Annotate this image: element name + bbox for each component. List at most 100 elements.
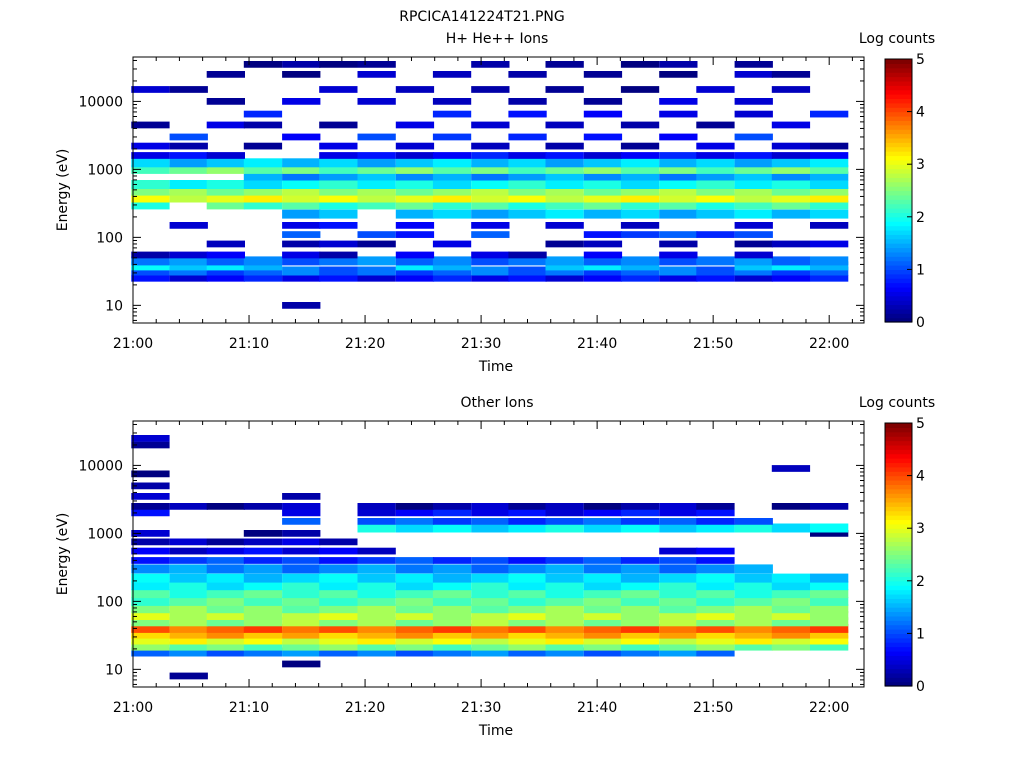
heatmap-cell	[810, 635, 849, 645]
heatmap-cell	[169, 180, 208, 189]
heatmap-cell	[131, 152, 170, 159]
heatmap-cell	[545, 171, 584, 181]
colorbar-segment	[885, 576, 912, 582]
colorbar-tick-label: 4	[916, 469, 925, 485]
heatmap-cell	[659, 617, 698, 627]
heatmap-cell	[545, 256, 584, 266]
heatmap-cell	[508, 158, 547, 168]
heatmap-cell	[243, 623, 283, 633]
x-tick-label: 22:00	[809, 336, 849, 352]
heatmap-cell	[734, 256, 773, 266]
heatmap-cell	[508, 617, 547, 627]
heatmap-cell	[471, 617, 510, 627]
heatmap-cell	[620, 256, 660, 266]
heatmap-cell	[659, 164, 698, 174]
colorbar-segment	[885, 308, 912, 314]
heatmap-cell	[659, 573, 698, 583]
heatmap-cell	[810, 611, 849, 620]
heatmap-cell	[206, 121, 245, 129]
heatmap-cell	[771, 465, 811, 472]
heatmap-cell	[131, 564, 170, 574]
heatmap-cell	[243, 635, 283, 645]
colorbar-segment	[885, 677, 912, 683]
heatmap-cell	[432, 611, 472, 620]
heatmap-cell	[508, 509, 547, 517]
heatmap-cell	[659, 589, 698, 599]
heatmap-cell	[206, 604, 245, 614]
heatmap-cell	[620, 222, 660, 229]
heatmap-cell	[319, 142, 358, 150]
heatmap-cell	[583, 152, 623, 159]
heatmap-cell	[395, 523, 435, 533]
heatmap-cell	[395, 200, 435, 210]
y-tick-label: 10	[105, 662, 123, 678]
heatmap-cell	[545, 623, 584, 633]
heatmap-cell	[771, 641, 811, 651]
heatmap-cell	[319, 209, 358, 219]
heatmap-cell	[545, 629, 584, 639]
heatmap-cell	[696, 209, 735, 219]
heatmap-cell	[508, 171, 547, 181]
x-tick-label: 21:40	[577, 700, 617, 716]
heatmap-cell	[734, 589, 773, 599]
heatmap-cell	[659, 61, 698, 68]
colorbar-segment	[885, 510, 912, 516]
colorbar-segment	[885, 59, 912, 64]
heatmap-cell	[131, 629, 170, 639]
colorbar-segment	[885, 423, 912, 428]
heatmap-cell	[282, 240, 321, 248]
heatmap-cell	[659, 623, 698, 633]
panel-title: H+ He++ Ions	[446, 31, 549, 47]
heatmap-cell	[734, 200, 773, 210]
heatmap-cell	[620, 193, 660, 203]
heatmap-cell	[357, 164, 396, 174]
heatmap-cell	[282, 557, 321, 564]
y-axis-label: Energy (eV)	[55, 149, 71, 232]
heatmap-cell	[206, 629, 245, 639]
heatmap-cell	[508, 629, 547, 639]
heatmap-cell	[810, 573, 849, 583]
heatmap-cell	[810, 186, 849, 196]
colorbar-segment	[885, 80, 912, 86]
heatmap-cell	[131, 193, 170, 203]
heatmap-cell	[319, 573, 358, 583]
heatmap-cell	[282, 493, 321, 500]
colorbar-tick-label: 1	[916, 262, 925, 278]
heatmap-cell	[243, 200, 283, 210]
heatmap-cell	[508, 200, 547, 210]
heatmap-cell	[508, 98, 547, 105]
heatmap-cell	[432, 110, 472, 118]
colorbar-segment	[885, 567, 912, 573]
heatmap-cell	[206, 193, 245, 203]
heatmap-cell	[659, 503, 698, 510]
heatmap-cell	[696, 164, 735, 174]
heatmap-cell	[583, 629, 623, 639]
heatmap-cell	[319, 635, 358, 645]
heatmap-cell	[395, 604, 435, 614]
heatmap-cell	[432, 564, 472, 574]
heatmap-cell	[545, 180, 584, 189]
heatmap-cell	[545, 523, 584, 533]
heatmap-cell	[659, 180, 698, 189]
heatmap-cell	[169, 604, 208, 614]
heatmap-cell	[659, 266, 698, 276]
heatmap-cell	[319, 641, 358, 651]
heatmap-cell	[169, 503, 208, 510]
heatmap-cell	[243, 158, 283, 168]
heatmap-cell	[432, 256, 472, 266]
heatmap-cell	[659, 256, 698, 266]
heatmap-cell	[169, 617, 208, 627]
heatmap-cell	[471, 596, 510, 606]
heatmap-cell	[471, 193, 510, 203]
heatmap-cell	[508, 589, 547, 599]
heatmap-cell	[471, 518, 510, 525]
y-tick-label: 10	[105, 298, 123, 314]
heatmap-cell	[131, 573, 170, 583]
heatmap-cell	[395, 193, 435, 203]
heatmap-cell	[319, 186, 358, 196]
colorbar-segment	[885, 501, 912, 507]
heatmap-cell	[810, 142, 849, 150]
heatmap-cell	[545, 121, 584, 129]
heatmap-cell	[357, 133, 396, 141]
colorbar-segment	[885, 659, 912, 665]
